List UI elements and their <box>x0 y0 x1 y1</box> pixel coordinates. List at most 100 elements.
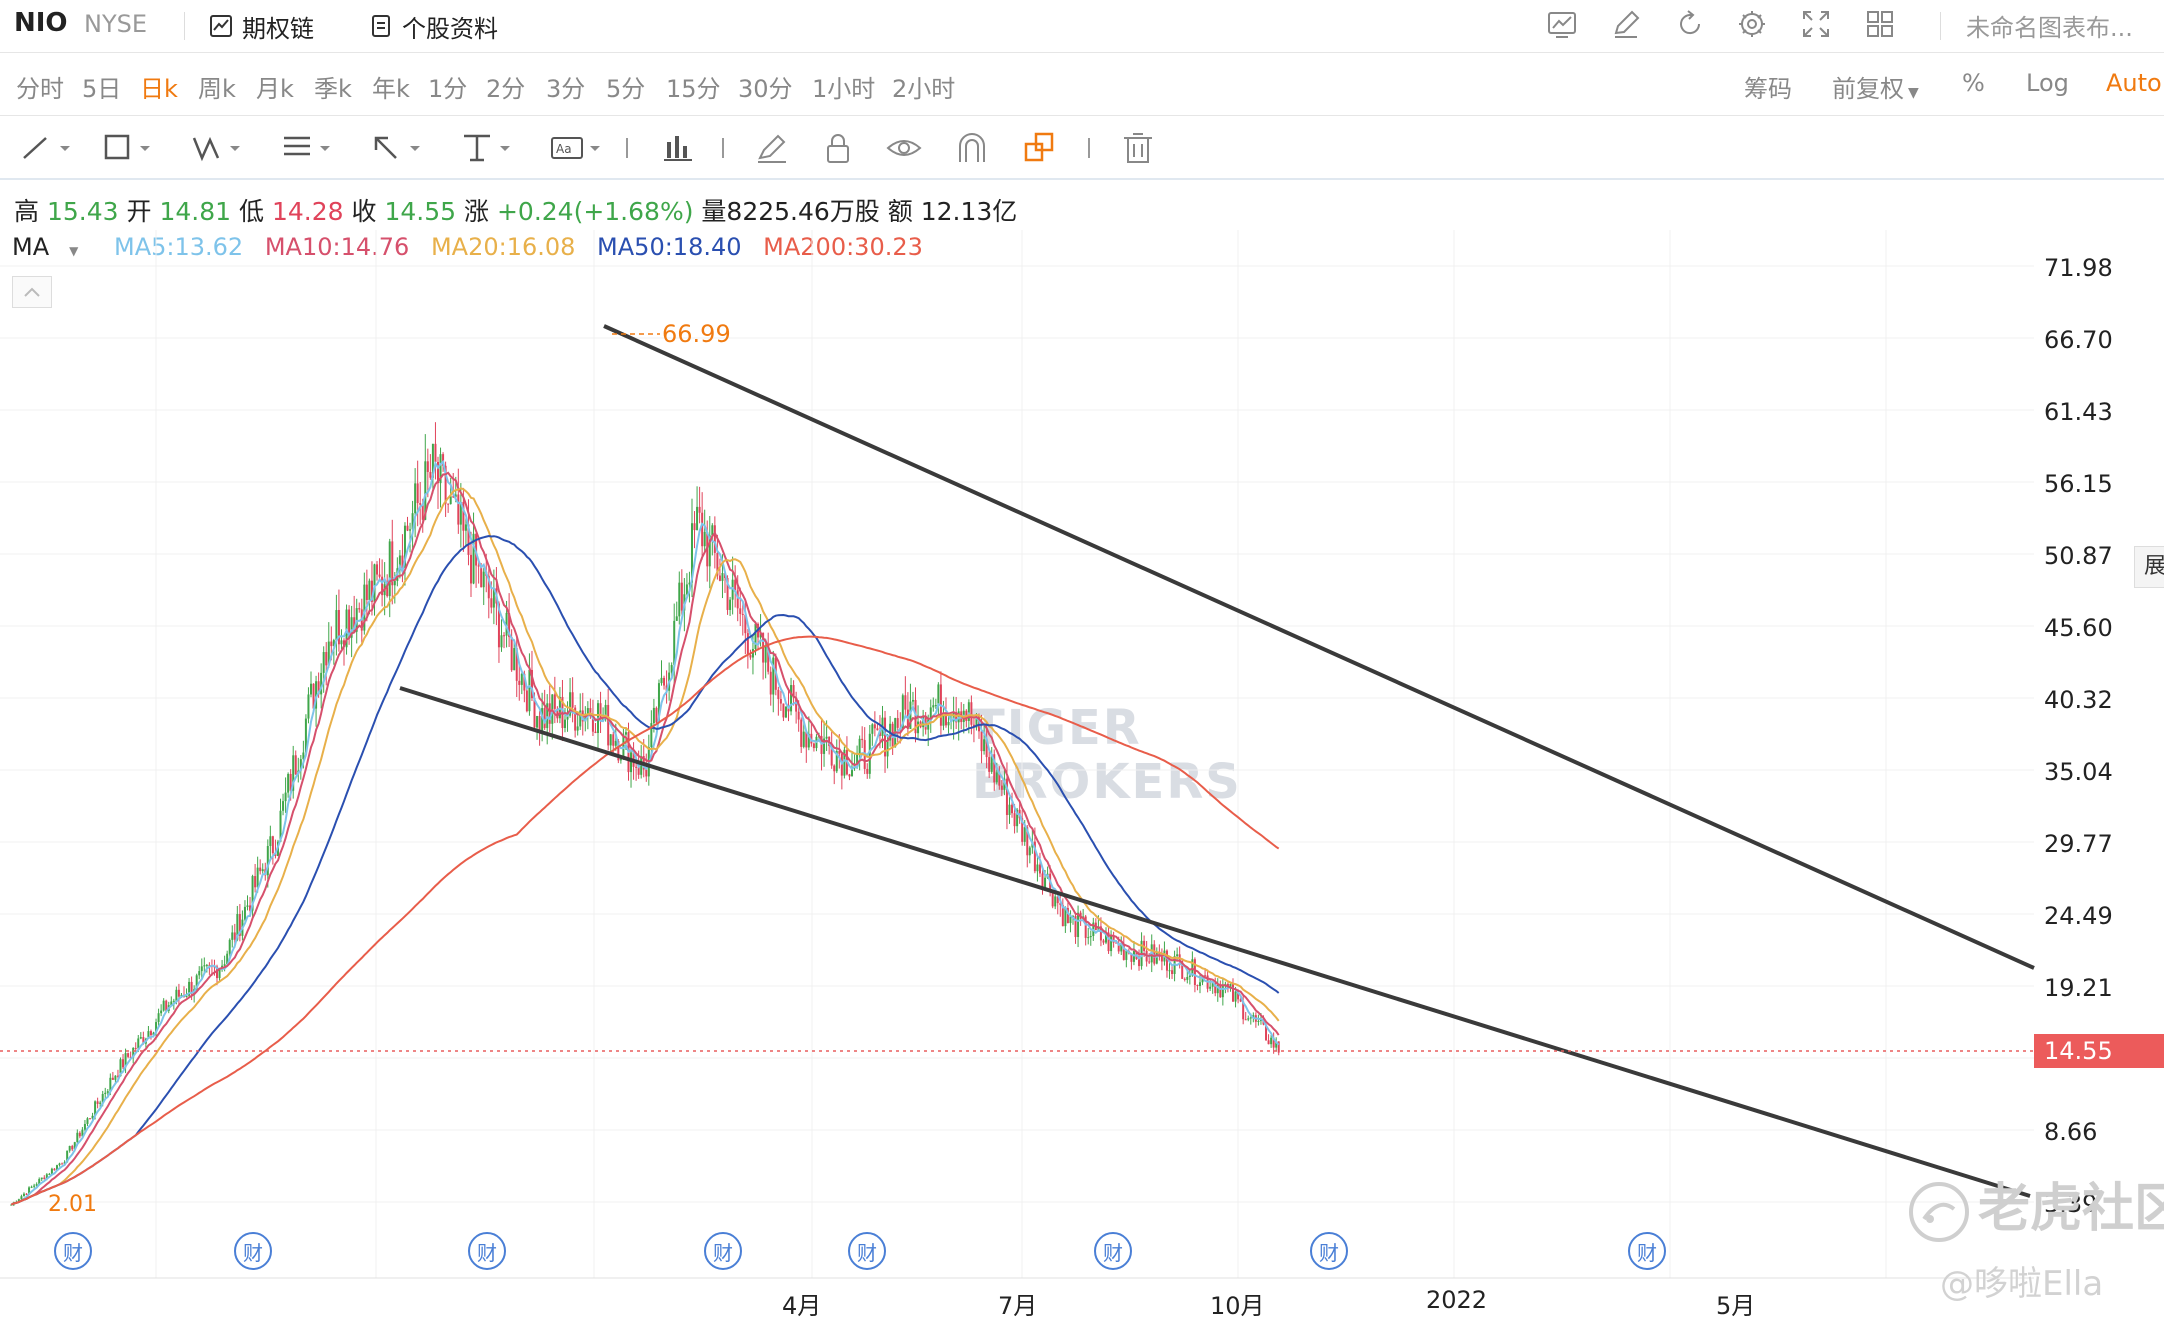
candle <box>177 983 180 1005</box>
candle <box>464 518 467 546</box>
candle <box>360 598 363 645</box>
candle <box>1069 910 1072 933</box>
candlestick-series <box>10 422 1280 1207</box>
stock-profile-button[interactable]: 个股资料 <box>368 6 498 46</box>
candle <box>231 925 234 948</box>
volume-tool[interactable] <box>656 128 716 168</box>
period-15min[interactable]: 15分 <box>666 75 721 103</box>
period-weekly[interactable]: 周k <box>198 75 236 103</box>
candle <box>576 711 579 736</box>
period-2hour[interactable]: 2小时 <box>892 75 956 103</box>
gann-tool[interactable] <box>276 128 336 168</box>
candle <box>1277 1041 1280 1056</box>
candle <box>1066 901 1069 924</box>
magnet-tool[interactable] <box>952 128 1012 168</box>
adjust-dropdown[interactable]: 前复权 ▼ <box>1832 69 1919 104</box>
log-button[interactable]: Log <box>2026 69 2069 97</box>
arrow-tool[interactable] <box>366 128 426 168</box>
candle <box>294 750 297 776</box>
candle <box>33 1183 36 1189</box>
refresh-button[interactable] <box>1672 6 1708 42</box>
candle <box>78 1131 81 1139</box>
edit-button[interactable] <box>1608 6 1644 42</box>
period-1hour[interactable]: 1小时 <box>812 75 876 103</box>
candle <box>226 950 229 966</box>
period-5min[interactable]: 5分 <box>606 75 646 103</box>
period-5day[interactable]: 5日 <box>82 75 122 103</box>
rectangle-tool[interactable] <box>96 128 156 168</box>
candle <box>652 698 655 733</box>
ma50-value: MA50:18.40 <box>597 233 742 261</box>
period-3min[interactable]: 3分 <box>546 75 586 103</box>
amount-value: 12.13亿 <box>920 197 1018 226</box>
candle <box>406 516 409 532</box>
option-chain-button[interactable]: 期权链 <box>208 6 314 46</box>
period-intraday[interactable]: 分时 <box>16 75 64 103</box>
candle <box>132 1047 135 1064</box>
candle <box>563 707 566 733</box>
ma-dropdown[interactable]: MA ▼ <box>12 233 92 261</box>
candle <box>1270 1035 1273 1048</box>
candle <box>690 498 693 598</box>
candle <box>1196 984 1199 991</box>
expand-side-panel-button[interactable]: 展 <box>2134 546 2164 588</box>
period-monthly[interactable]: 月k <box>256 75 294 103</box>
candle <box>1226 982 1229 993</box>
layout-grid-button[interactable] <box>1862 6 1898 42</box>
arrow-tool-icon <box>374 136 420 159</box>
candle <box>363 572 366 635</box>
candle <box>561 679 564 741</box>
period-quarterly[interactable]: 季k <box>314 75 352 103</box>
candle <box>358 602 361 613</box>
candle <box>960 702 963 730</box>
candle <box>703 509 706 553</box>
earnings-marker[interactable]: 财 <box>234 1232 272 1270</box>
period-2min[interactable]: 2分 <box>486 75 526 103</box>
period-1min[interactable]: 1分 <box>428 75 468 103</box>
indicator-button[interactable] <box>1544 6 1580 42</box>
fullscreen-button[interactable] <box>1798 6 1834 42</box>
candle <box>304 714 307 757</box>
brush-tool[interactable] <box>752 128 812 168</box>
candle <box>1262 1015 1265 1026</box>
lock-tool[interactable] <box>818 128 878 168</box>
candle <box>635 754 638 781</box>
percent-button[interactable]: % <box>1962 69 1985 97</box>
earnings-marker[interactable]: 财 <box>468 1232 506 1270</box>
sync-tool[interactable] <box>1020 128 1080 168</box>
earnings-marker[interactable]: 财 <box>1310 1232 1348 1270</box>
measure-tool[interactable] <box>456 128 516 168</box>
auto-button[interactable]: Auto <box>2106 69 2162 97</box>
candle <box>551 694 554 740</box>
period-30min[interactable]: 30分 <box>738 75 793 103</box>
visibility-tool[interactable] <box>884 128 944 168</box>
earnings-marker[interactable]: 财 <box>704 1232 742 1270</box>
candle <box>528 653 531 716</box>
collapse-legend-button[interactable] <box>12 276 52 308</box>
earnings-marker[interactable]: 财 <box>1094 1232 1132 1270</box>
earnings-marker[interactable]: 财 <box>848 1232 886 1270</box>
volume-value: 8225.46万股 <box>726 197 880 226</box>
fib-tool[interactable] <box>186 128 246 168</box>
candle <box>579 693 582 731</box>
delete-tool[interactable] <box>1118 128 1178 168</box>
line-tool[interactable] <box>16 128 76 168</box>
candle <box>696 486 699 531</box>
watermark-line2: BROKERS <box>972 754 1242 810</box>
layout-name-button[interactable]: 未命名图表布... <box>1966 14 2133 42</box>
chips-button[interactable]: 筹码 <box>1744 75 1792 103</box>
candle <box>823 720 826 767</box>
period-daily[interactable]: 日k <box>140 75 178 103</box>
candle <box>477 559 480 584</box>
earnings-marker[interactable]: 财 <box>1628 1232 1666 1270</box>
candle <box>848 773 851 781</box>
earnings-marker[interactable]: 财 <box>54 1232 92 1270</box>
divider <box>1940 12 1941 40</box>
candle <box>721 554 724 599</box>
candle <box>91 1112 94 1122</box>
period-yearly[interactable]: 年k <box>372 75 410 103</box>
candle <box>1216 978 1219 1002</box>
text-tool[interactable]: Aa <box>546 128 606 168</box>
candle <box>1239 997 1242 1003</box>
settings-button[interactable] <box>1734 6 1770 42</box>
